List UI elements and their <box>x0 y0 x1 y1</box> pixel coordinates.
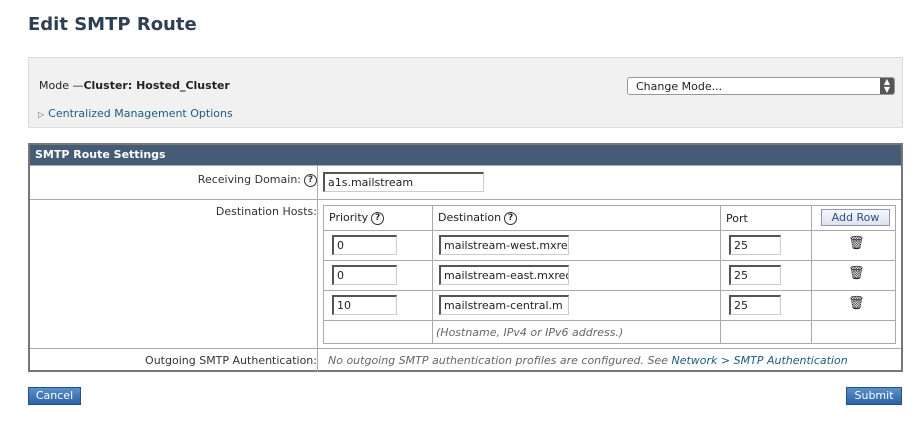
mode-label: Mode — <box>39 79 84 92</box>
select-arrows-icon: ▲ ▼ <box>880 78 894 94</box>
trash-icon[interactable]: 🗑 <box>848 266 865 281</box>
smtp-route-settings: SMTP Route Settings Receiving Domain:? a… <box>28 143 903 372</box>
help-icon[interactable]: ? <box>504 211 518 225</box>
port-input[interactable]: 25 <box>729 235 781 255</box>
help-icon[interactable]: ? <box>371 211 385 225</box>
destination-hosts-table: Priority? Destination? Port Add Row 0 ma… <box>323 205 896 344</box>
receiving-domain-input[interactable]: a1s.mailstream <box>323 172 484 192</box>
smtp-authentication-link[interactable]: Network > SMTP Authentication <box>671 354 848 367</box>
receiving-domain-label: Receiving Domain:? <box>198 173 317 187</box>
settings-header: SMTP Route Settings <box>30 145 901 165</box>
outgoing-auth-row: Outgoing SMTP Authentication: No outgoin… <box>30 348 901 372</box>
mode-text: Mode —Cluster: Hosted_Cluster <box>39 79 230 92</box>
destination-hint: (Hostname, IPv4 or IPv6 address.) <box>436 326 624 339</box>
change-mode-select[interactable]: Change Mode... ▲ ▼ <box>627 77 895 95</box>
destination-input[interactable]: mailstream-east.mxrec <box>439 265 569 285</box>
receiving-domain-row: Receiving Domain:? a1s.mailstream <box>30 165 901 199</box>
outgoing-auth-text: No outgoing SMTP authentication profiles… <box>328 354 848 367</box>
destination-input[interactable]: mailstream-central.m <box>439 295 569 315</box>
add-row-button[interactable]: Add Row <box>821 209 890 226</box>
destination-header: Destination? <box>438 211 518 225</box>
port-header: Port <box>726 212 748 225</box>
help-icon[interactable]: ? <box>304 173 317 187</box>
trash-icon[interactable]: 🗑 <box>848 296 865 311</box>
priority-input[interactable]: 10 <box>332 295 397 315</box>
destination-hosts-label: Destination Hosts: <box>215 205 317 218</box>
centralized-link-label: Centralized Management Options <box>48 107 233 120</box>
change-mode-label: Change Mode... <box>636 80 723 93</box>
priority-input[interactable]: 0 <box>332 265 397 285</box>
priority-header: Priority? <box>329 211 385 225</box>
mode-value: Cluster: Hosted_Cluster <box>83 79 230 92</box>
port-input[interactable]: 25 <box>729 295 781 315</box>
centralized-management-link[interactable]: ▷ Centralized Management Options <box>38 107 233 120</box>
destination-input[interactable]: mailstream-west.mxre <box>439 235 569 255</box>
outgoing-auth-label: Outgoing SMTP Authentication: <box>145 354 317 367</box>
page-title: Edit SMTP Route <box>28 14 197 35</box>
expand-triangle-icon: ▷ <box>38 110 45 119</box>
port-input[interactable]: 25 <box>729 265 781 285</box>
trash-icon[interactable]: 🗑 <box>848 236 865 251</box>
submit-button[interactable]: Submit <box>846 387 902 405</box>
cancel-button[interactable]: Cancel <box>28 387 81 405</box>
priority-input[interactable]: 0 <box>332 235 397 255</box>
mode-panel: Mode —Cluster: Hosted_Cluster Change Mod… <box>28 57 903 128</box>
destination-hosts-row: Destination Hosts: Priority? Destination… <box>30 199 901 348</box>
